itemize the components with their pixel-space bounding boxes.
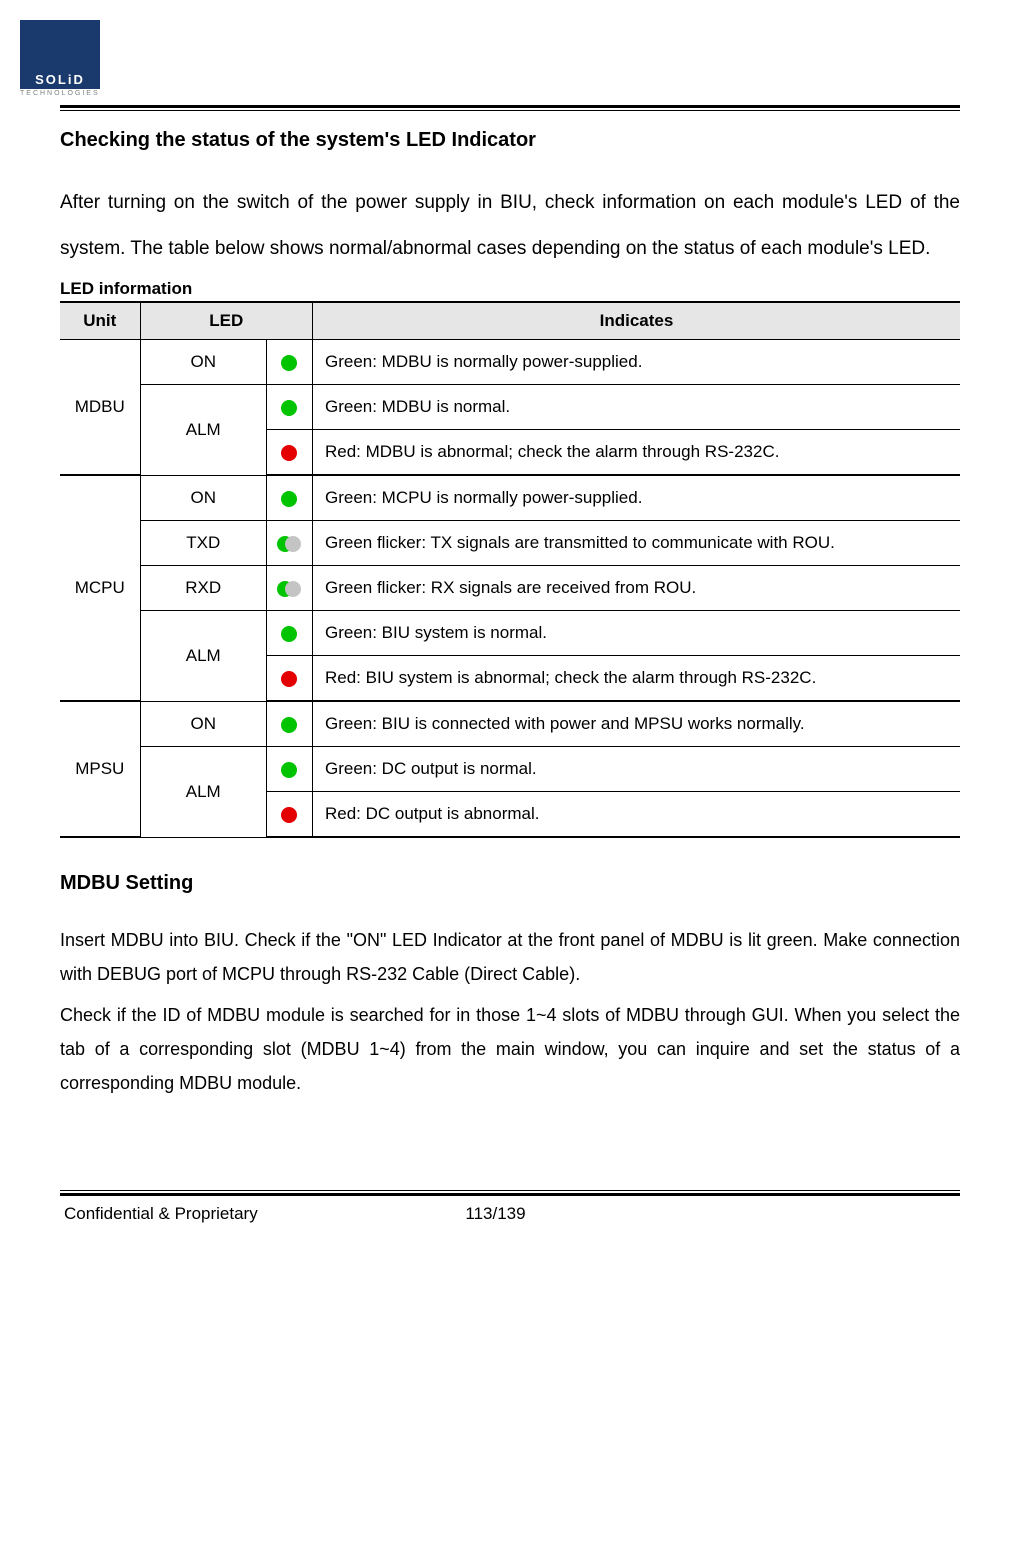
led-dot-green <box>281 491 297 507</box>
mdbu-paragraph-1: Insert MDBU into BIU. Check if the "ON" … <box>60 923 960 991</box>
header-rule-thick <box>60 105 960 108</box>
led-desc-cell: Green: MCPU is normally power-supplied. <box>312 475 960 521</box>
led-dot-red <box>281 445 297 461</box>
led-name-cell: ON <box>140 340 266 385</box>
footer-page-number: 113/139 <box>465 1204 643 1224</box>
led-name-cell: ON <box>140 475 266 521</box>
led-dot-red <box>281 807 297 823</box>
unit-cell: MDBU <box>60 340 140 476</box>
led-name-cell: RXD <box>140 566 266 611</box>
led-desc-cell: Red: DC output is abnormal. <box>312 792 960 838</box>
logo-sub: TECHNOLOGIES <box>20 90 960 97</box>
led-name-cell: ON <box>140 701 266 747</box>
led-desc-cell: Green: MDBU is normally power-supplied. <box>312 340 960 385</box>
led-dot-grey <box>285 581 301 597</box>
led-name-cell: ALM <box>140 747 266 838</box>
led-dot-green <box>281 355 297 371</box>
led-dot-green <box>281 717 297 733</box>
led-desc-cell: Red: BIU system is abnormal; check the a… <box>312 656 960 702</box>
led-name-cell: TXD <box>140 521 266 566</box>
led-desc-cell: Green flicker: RX signals are received f… <box>312 566 960 611</box>
led-dot-red <box>281 671 297 687</box>
led-desc-cell: Green flicker: TX signals are transmitte… <box>312 521 960 566</box>
led-icon-cell <box>266 521 312 566</box>
led-dot-green <box>281 626 297 642</box>
led-icon-cell <box>266 701 312 747</box>
led-desc-cell: Green: DC output is normal. <box>312 747 960 792</box>
led-dot-green <box>281 400 297 416</box>
header-rule-thin <box>60 110 960 111</box>
section-heading: Checking the status of the system's LED … <box>60 129 960 152</box>
led-dot-grey <box>285 536 301 552</box>
logo-brand: SOLiD <box>20 70 100 89</box>
section-heading-2: MDBU Setting <box>60 872 960 895</box>
led-icon-cell <box>266 611 312 656</box>
th-indicates: Indicates <box>312 302 960 340</box>
unit-cell: MPSU <box>60 701 140 837</box>
th-led: LED <box>140 302 312 340</box>
led-desc-cell: Green: BIU is connected with power and M… <box>312 701 960 747</box>
led-dot-green <box>281 762 297 778</box>
mdbu-paragraph-2: Check if the ID of MDBU module is search… <box>60 998 960 1101</box>
led-name-cell: ALM <box>140 385 266 476</box>
footer-confidential: Confidential & Proprietary <box>64 1204 465 1224</box>
unit-cell: MCPU <box>60 475 140 701</box>
led-name-cell: ALM <box>140 611 266 702</box>
table-caption: LED information <box>60 279 960 299</box>
led-icon-cell <box>266 656 312 702</box>
led-icon-cell <box>266 430 312 476</box>
led-desc-cell: Red: MDBU is abnormal; check the alarm t… <box>312 430 960 476</box>
led-icon-cell <box>266 475 312 521</box>
led-icon-cell <box>266 792 312 838</box>
led-icon-cell <box>266 340 312 385</box>
led-info-table: Unit LED Indicates MDBUONGreen: MDBU is … <box>60 301 960 838</box>
led-desc-cell: Green: BIU system is normal. <box>312 611 960 656</box>
led-icon-cell <box>266 747 312 792</box>
footer-rule-thin <box>60 1190 960 1191</box>
led-icon-cell <box>266 385 312 430</box>
logo: SOLiD TECHNOLOGIES <box>20 20 960 97</box>
intro-paragraph: After turning on the switch of the power… <box>60 180 960 271</box>
footer-rule-thick <box>60 1193 960 1196</box>
led-icon-cell <box>266 566 312 611</box>
th-unit: Unit <box>60 302 140 340</box>
led-desc-cell: Green: MDBU is normal. <box>312 385 960 430</box>
